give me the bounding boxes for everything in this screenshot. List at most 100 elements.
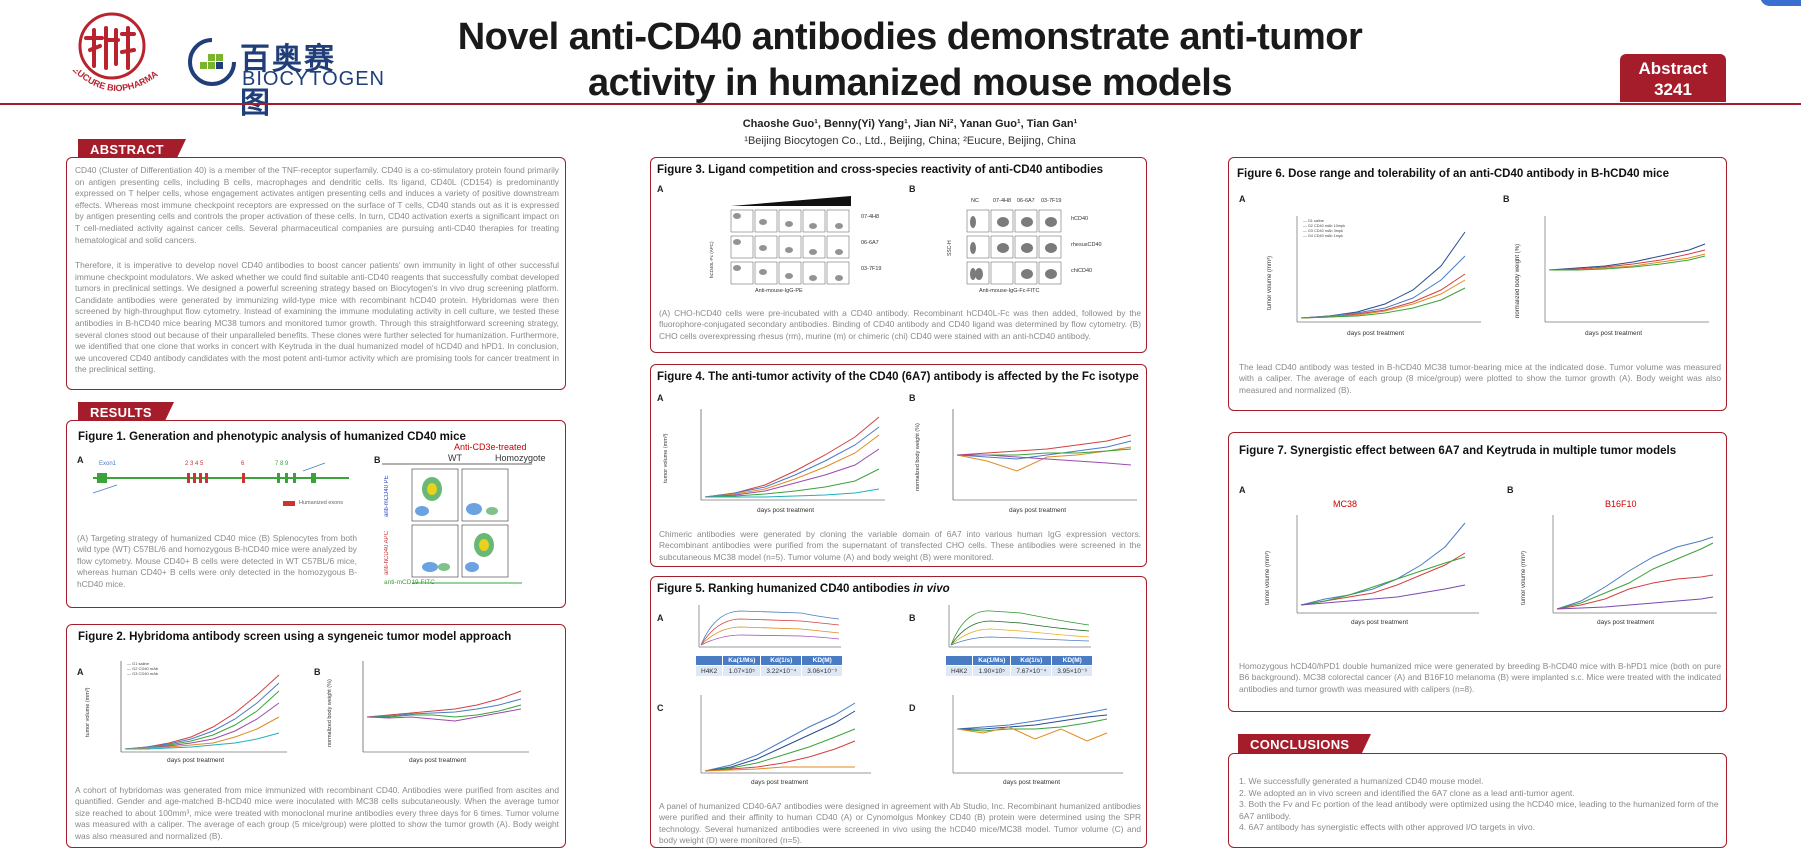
title-line-1: Novel anti-CD40 antibodies demonstrate a… [457, 16, 1363, 58]
abstract-para-2: Therefore, it is imperative to develop n… [75, 260, 560, 375]
figure-7-panel: Figure 7. Synergistic effect between 6A7… [1228, 432, 1727, 712]
figure-5-title-italic: in vivo [913, 583, 950, 595]
fig4-tumor-volume-chart: tumor volume (mm³) days post treatment [663, 405, 895, 520]
table-b-cell: 7.67×10⁻⁴ [1010, 665, 1053, 677]
author-list: Chaoshe Guo¹, Benny(Yi) Yang¹, Jian Ni²,… [742, 118, 1078, 130]
fig7-ylabel-b: tumor volume (mm³) [1521, 550, 1527, 605]
poster-title: Novel anti-CD40 antibodies demonstrate a… [430, 14, 1390, 106]
flow-y-label-mouse: anti-mCD40 PE [384, 475, 390, 517]
eucure-logo: EUCURE BIOPHARMA [71, 10, 172, 105]
header-divider [0, 103, 1801, 105]
fig7-b16f10-chart: tumor volume (mm³) days post treatment [1521, 513, 1725, 633]
table-a-cell: 1.07×10⁵ [722, 665, 762, 677]
table-b-header: Kd(1/s) [1010, 655, 1053, 666]
exon1-label: Exon1 [99, 461, 117, 467]
fig3-ylabel-b: SSC-H [947, 240, 953, 256]
fig2-label-a: A [77, 667, 84, 677]
figure-6-caption: The lead CD40 antibody was tested in B-h… [1239, 362, 1721, 395]
flow-x-label: anti-mCD19 FITC [384, 579, 435, 586]
fig3-col-4h8: 07-4H8 [993, 198, 1012, 204]
fig5-xlabel-c: days post treatment [751, 779, 809, 786]
fig5-body-weight-chart: days post treatment [923, 693, 1133, 793]
biocytogen-en-name: BIOCYTOGEN [242, 68, 385, 90]
fig3-label-b: B [909, 184, 916, 194]
conclusion-item: 4. 6A7 antibody has synergistic effects … [1239, 822, 1536, 833]
figure-2-panel: Figure 2. Hybridoma antibody screen usin… [66, 624, 566, 848]
fig2-xlabel-b: days post treatment [409, 757, 467, 764]
abstract-panel: CD40 (Cluster of Differentiation 40) is … [66, 157, 566, 390]
table-b-cell: 1.90×10⁵ [972, 665, 1012, 677]
table-b-header [944, 655, 974, 666]
title-line-2: activity in humanized mouse models [588, 62, 1232, 104]
fig6-tumor-volume-chart: — G1 saline — G2 CD40 mAb 10mpk — G3 CD40 … [1267, 214, 1489, 344]
exon6-label: 6 [241, 461, 245, 467]
fig5-kinetics-table-b: Ka(1/Ms) Kd(1/s) KD(M) H4K2 1.90×10⁵ 7.6… [944, 655, 1094, 677]
table-a-cell: 3.22×10⁻⁴ [760, 665, 803, 677]
figure-7-title: Figure 7. Synergistic effect between 6A7… [1239, 445, 1677, 457]
humanized-exons-label: 2 3 4 5 [185, 461, 204, 467]
figure-6-title: Figure 6. Dose range and tolerability of… [1237, 168, 1669, 180]
table-b-cell: 3.95×10⁻⁹ [1051, 665, 1094, 677]
conclusions-panel: 1. We successfully generated a humanized… [1228, 753, 1727, 848]
fig7-ylabel-a: tumor volume (mm³) [1265, 550, 1271, 605]
fig7-xlabel-a: days post treatment [1351, 619, 1409, 626]
biocytogen-logo: 百奥赛图 BIOCYTOGEN [186, 34, 384, 121]
fig3-row-3: 03-7F19 [861, 266, 882, 272]
fig6-label-a: A [1239, 194, 1246, 204]
poster-header: EUCURE BIOPHARMA 百奥赛图 BIOCYTOGEN Novel a… [0, 0, 1801, 121]
figure-3-caption: (A) CHO-hCD40 cells were pre-incubated w… [659, 308, 1141, 341]
fig1-label-a: A [77, 455, 84, 465]
svg-text:— G4 CD40 mAb 1mpk: — G4 CD40 mAb 1mpk [1303, 234, 1343, 238]
fig6-xlabel-a: days post treatment [1347, 330, 1405, 337]
homozygote-label: Homozygote [495, 453, 546, 463]
fig3-species-3: chiCD40 [1071, 268, 1093, 274]
table-a-header: KD(M) [801, 655, 844, 666]
figure-4-caption: Chimeric antibodies were generated by cl… [659, 529, 1141, 562]
flow-y-label-human: anti-hCD40 APC [384, 530, 390, 575]
figure-3-title: Figure 3. Ligand competition and cross-s… [657, 164, 1104, 176]
fig3-ylabel-a: hCD40L-Fc (APC) [709, 241, 714, 278]
fig2-label-b: B [314, 667, 321, 677]
exons-7-9-label: 7 8 9 [275, 461, 289, 467]
table-a-cell: H4K2 [694, 665, 724, 677]
corner-blob [1760, 0, 1801, 6]
affiliations: ¹Beijing Biocytogen Co., Ltd., Beijing, … [744, 135, 1076, 147]
fig2-ylabel-b: normalized body weight (%) [327, 679, 333, 747]
abstract-para-1: CD40 (Cluster of Differentiation 40) is … [75, 165, 559, 245]
figure-4-panel: Figure 4. The anti-tumor activity of the… [650, 364, 1147, 567]
abstract-tab: ABSTRACT [78, 139, 186, 160]
svg-text:— G3 CD40 mAb 3mpk: — G3 CD40 mAb 3mpk [1303, 229, 1343, 233]
fig7-xlabel-b: days post treatment [1597, 619, 1655, 626]
fig5-tumor-volume-chart: days post treatment [671, 693, 881, 793]
fig4-label-b: B [909, 393, 916, 403]
fig2-ylabel-a: tumor volume (mm³) [85, 687, 91, 737]
figure-3-panel: Figure 3. Ligand competition and cross-s… [650, 157, 1147, 353]
fig5-xlabel-d: days post treatment [1003, 779, 1061, 786]
fig3-ligand-competition-grid: 07-4H8 06-6A7 03-7F19 Anti-mouse-IgG-PE … [709, 192, 911, 302]
fig3-species-1: hCD40 [1071, 216, 1089, 222]
fig4-ylabel-a: tumor volume (mm³) [663, 433, 669, 483]
fig5-spr-sensorgram-a [691, 603, 851, 653]
conclusion-item: 1. We successfully generated a humanized… [1239, 776, 1484, 786]
fig5-label-c: C [657, 703, 664, 713]
fig2-body-weight-chart: normalized body weight (%) days post tre… [327, 657, 539, 777]
fig5-spr-sensorgram-b [941, 603, 1101, 653]
anti-cd3e-label: Anti-CD3e-treated [454, 442, 527, 452]
svg-text:EUCURE BIOPHARMA: EUCURE BIOPHARMA [71, 70, 160, 93]
fig2-tumor-volume-chart: — G1 saline — G2 CD40 mAb — G3 CD40 mAb tu… [85, 657, 297, 777]
biocytogen-mark-icon [186, 36, 238, 88]
figure-5-title-main: Figure 5. Ranking humanized CD40 antibod… [657, 583, 914, 595]
fig5-label-b: B [909, 613, 916, 623]
fig5-label-d: D [909, 703, 916, 713]
fig5-label-a: A [657, 613, 664, 623]
fig4-xlabel-b: days post treatment [1009, 507, 1067, 514]
abstract-badge-label: Abstract [1638, 59, 1708, 78]
fig6-xlabel-b: days post treatment [1585, 330, 1643, 337]
svg-text:— G2 CD40 mAb 10mpk: — G2 CD40 mAb 10mpk [1303, 224, 1345, 228]
results-tab: RESULTS [78, 402, 174, 423]
fig3-xlabel-b: Anti-mouse-IgG-Fc-FITC [979, 288, 1040, 294]
fig3-cross-species-grid: NC 07-4H8 06-6A7 03-7F19 hCD40 rhesusCD4… [947, 192, 1139, 302]
fig4-ylabel-b: normalized body weight (%) [915, 423, 921, 491]
fig3-label-a: A [657, 184, 664, 194]
fig3-row-1: 07-4H8 [861, 214, 880, 220]
